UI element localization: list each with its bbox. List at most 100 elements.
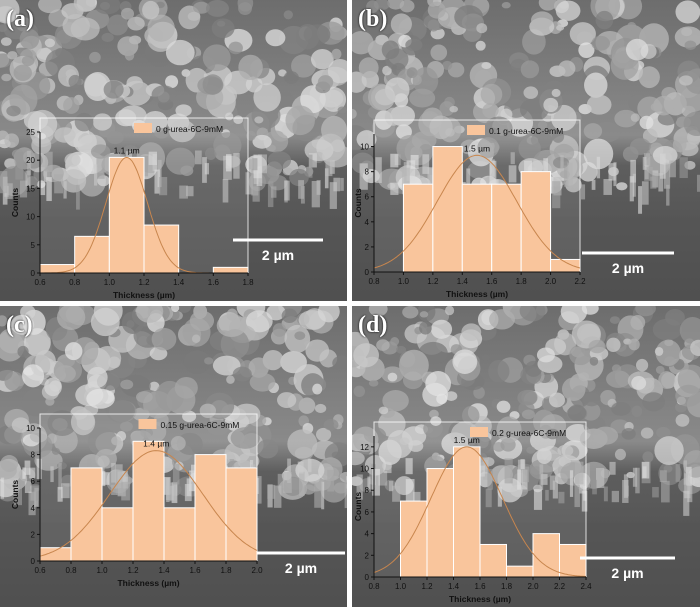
legend-swatch xyxy=(138,419,157,429)
x-tick-label: 1.4 xyxy=(173,278,185,287)
y-tick-label: 8 xyxy=(365,168,370,177)
y-tick-label: 2 xyxy=(365,551,370,560)
x-tick-label: 1.6 xyxy=(189,566,201,575)
legend-swatch xyxy=(470,427,488,437)
x-tick-label: 2.2 xyxy=(554,582,566,591)
x-axis-label: Thickness (µm) xyxy=(113,290,175,300)
sem-chart-d: 0.8 1.0 1.2 1.4 1.6 1.8 2.0 2.2 2.4 0 2 4 6 8 10 12 Thic… xyxy=(352,306,700,607)
x-tick-label: 2.0 xyxy=(545,277,557,286)
histogram-bar xyxy=(212,266,249,274)
y-tick-label: 8 xyxy=(31,451,36,460)
x-tick-label: 1.4 xyxy=(158,566,170,575)
y-tick-label: 0 xyxy=(31,557,36,566)
x-axis-label: Thickness (µm) xyxy=(117,578,179,588)
x-tick-label: 1.4 xyxy=(448,582,460,591)
x-tick-label: 2.0 xyxy=(527,582,539,591)
axes: 0.6 0.8 1.0 1.2 1.4 1.6 1.8 0 5 10 15 20 25 xyxy=(26,128,254,287)
histogram-bars xyxy=(39,156,249,274)
sem-chart-b: 0.8 1.0 1.2 1.4 1.6 1.8 2.0 2.2 0 2 4 6 8 10 Thickness… xyxy=(352,0,700,301)
panel-d: 0.8 1.0 1.2 1.4 1.6 1.8 2.0 2.2 2.4 0 2 4 6 8 10 12 Thic… xyxy=(352,306,700,607)
gaussian-fit-curve xyxy=(39,450,258,557)
y-tick-label: 15 xyxy=(26,184,35,193)
y-tick-label: 0 xyxy=(365,268,370,277)
x-tick-label: 1.6 xyxy=(208,278,220,287)
histogram-bar xyxy=(163,507,196,562)
y-tick-label: 4 xyxy=(31,504,36,513)
x-tick-label: 1.2 xyxy=(138,278,150,287)
histogram-bar xyxy=(479,543,507,578)
histogram-bars xyxy=(402,146,581,273)
panel-c: 0.6 0.8 1.0 1.2 1.4 1.6 1.8 2.0 0 2 4 6 8 10 Thickness… xyxy=(0,306,347,607)
histogram-bar xyxy=(132,440,165,562)
legend-label: 0.1 g-urea-6C-9mM xyxy=(489,126,563,136)
scale-bar: 2 µm xyxy=(580,556,675,581)
mean-annotation: 1.4 µm xyxy=(143,439,169,449)
sem-chart-c: 0.6 0.8 1.0 1.2 1.4 1.6 1.8 2.0 0 2 4 6 8 10 Thickness… xyxy=(0,306,347,607)
panel-b: 0.8 1.0 1.2 1.4 1.6 1.8 2.0 2.2 0 2 4 6 8 10 Thickness… xyxy=(352,0,700,301)
histogram-bar xyxy=(101,507,134,562)
histogram-bar xyxy=(491,183,522,273)
y-tick-label: 12 xyxy=(360,443,369,452)
x-tick-label: 1.8 xyxy=(516,277,528,286)
x-tick-label: 0.8 xyxy=(69,278,81,287)
panel-label: (a) xyxy=(6,6,34,32)
mean-annotation: 1.5 µm xyxy=(454,435,480,445)
x-tick-label: 1.0 xyxy=(398,277,410,286)
x-tick-label: 0.8 xyxy=(65,566,77,575)
x-tick-label: 2.4 xyxy=(580,582,592,591)
x-tick-label: 0.6 xyxy=(34,278,46,287)
panel-label: (d) xyxy=(358,312,388,338)
gaussian-fit-curve xyxy=(373,446,587,577)
x-axis-label: Thickness (µm) xyxy=(449,594,511,604)
legend-swatch xyxy=(134,123,152,133)
x-tick-label: 0.8 xyxy=(368,277,380,286)
y-axis-label: Counts xyxy=(353,188,363,218)
histogram-bar xyxy=(461,183,493,273)
histogram-bar xyxy=(550,258,581,273)
x-tick-label: 1.2 xyxy=(127,566,139,575)
x-axis-label: Thickness (µm) xyxy=(446,289,508,299)
axes: 0.6 0.8 1.0 1.2 1.4 1.6 1.8 2.0 0 2 4 6 8 10 xyxy=(26,424,263,575)
y-tick-label: 10 xyxy=(26,213,35,222)
scale-bar: 2 µm xyxy=(233,238,323,263)
histogram-bar xyxy=(74,235,110,274)
y-tick-label: 2 xyxy=(365,243,370,252)
x-tick-label: 1.8 xyxy=(242,278,254,287)
legend-label: 0 g-urea-6C-9mM xyxy=(156,124,223,134)
histogram-bar xyxy=(108,156,145,274)
sem-chart-a: 0.6 0.8 1.0 1.2 1.4 1.6 1.8 0 5 10 15 20 25 Thickness… xyxy=(0,0,347,301)
x-tick-label: 1.2 xyxy=(421,582,433,591)
x-tick-label: 0.6 xyxy=(34,566,46,575)
x-tick-label: 1.4 xyxy=(457,277,469,286)
x-tick-label: 2.0 xyxy=(251,566,263,575)
y-tick-label: 2 xyxy=(31,530,36,539)
y-tick-label: 10 xyxy=(360,465,369,474)
y-tick-label: 20 xyxy=(26,156,35,165)
panel-label: (c) xyxy=(6,312,33,338)
scale-bar: 2 µm xyxy=(582,251,674,276)
x-tick-label: 1.0 xyxy=(395,582,407,591)
histogram-bar xyxy=(453,446,481,578)
panel-a: 0.6 0.8 1.0 1.2 1.4 1.6 1.8 0 5 10 15 20 25 Thickness… xyxy=(0,0,347,301)
scale-bar-label: 2 µm xyxy=(285,560,317,576)
mean-annotation: 1.1 µm xyxy=(114,145,140,155)
y-tick-label: 5 xyxy=(31,241,36,250)
histogram-bar xyxy=(143,224,180,274)
legend: 0 g-urea-6C-9mM xyxy=(134,123,223,134)
histogram-bar xyxy=(400,500,428,578)
x-tick-label: 1.2 xyxy=(427,277,439,286)
y-tick-label: 4 xyxy=(365,530,370,539)
mean-annotation: 1.5 µm xyxy=(464,143,490,153)
axes: 0.8 1.0 1.2 1.4 1.6 1.8 2.0 2.2 0 2 4 6 8 10 xyxy=(360,134,586,286)
histogram-bars xyxy=(400,446,587,578)
histogram-bar xyxy=(432,146,463,273)
x-tick-label: 1.6 xyxy=(486,277,498,286)
scale-bar-label: 2 µm xyxy=(612,260,644,276)
legend-swatch xyxy=(467,125,485,135)
scale-bar-label: 2 µm xyxy=(262,247,294,263)
histogram-bar xyxy=(506,565,534,578)
histogram-bar xyxy=(426,468,454,578)
y-tick-label: 0 xyxy=(365,573,370,582)
sem-background xyxy=(352,306,700,607)
x-tick-label: 1.6 xyxy=(474,582,486,591)
